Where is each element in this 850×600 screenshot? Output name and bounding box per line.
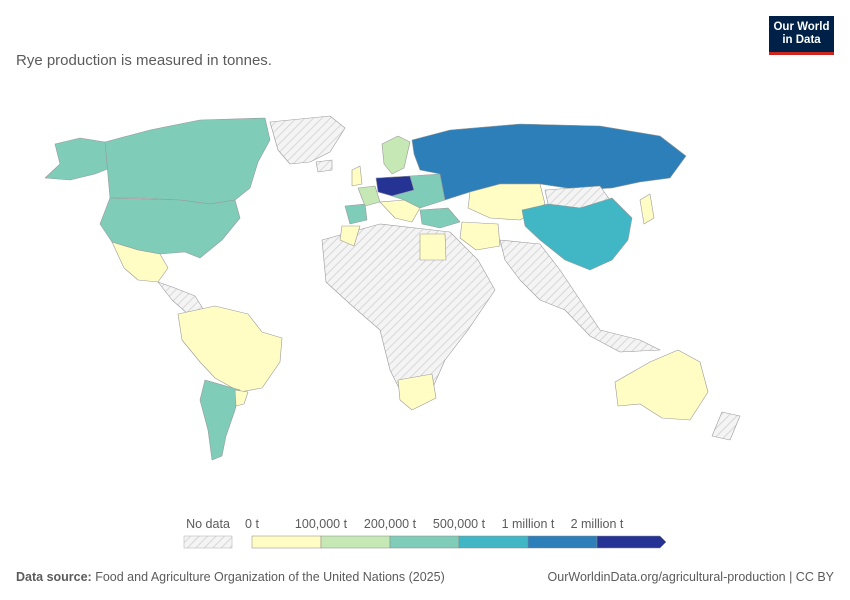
logo-line-2: in Data	[782, 34, 821, 46]
region-central-america[interactable]	[157, 281, 206, 315]
region-china[interactable]	[521, 197, 633, 271]
region-alaska[interactable]	[44, 137, 111, 181]
region-uk[interactable]	[351, 165, 363, 187]
legend-tick-3: 500,000 t	[433, 517, 486, 531]
legend-bin-0[interactable]	[251, 535, 322, 549]
data-source: Data source: Food and Agriculture Organi…	[16, 570, 445, 584]
legend: No data 0 t 100,000 t 200,000 t 500,000 …	[0, 514, 850, 554]
region-canada[interactable]	[104, 117, 271, 205]
region-spain[interactable]	[344, 203, 368, 225]
legend-bin-1[interactable]	[320, 535, 391, 549]
region-southern-europe[interactable]	[379, 199, 421, 223]
region-mexico[interactable]	[111, 241, 169, 283]
region-uruguay[interactable]	[234, 389, 249, 407]
region-japan-korea[interactable]	[639, 193, 655, 225]
subtitle: Rye production is measured in tonnes.	[16, 52, 272, 69]
region-argentina[interactable]	[199, 379, 241, 461]
region-iran[interactable]	[459, 221, 501, 251]
world-map	[0, 100, 850, 490]
region-russia[interactable]	[411, 123, 687, 201]
owid-logo[interactable]: Our World in Data	[769, 16, 834, 55]
legend-no-data-swatch[interactable]	[183, 535, 233, 549]
data-source-label: Data source:	[16, 570, 92, 584]
region-new-zealand[interactable]	[711, 411, 741, 441]
legend-no-data-label: No data	[186, 517, 230, 531]
legend-tick-0: 0 t	[245, 517, 259, 531]
region-south-america-north[interactable]	[177, 305, 283, 393]
region-australia[interactable]	[614, 349, 709, 421]
legend-tick-4: 1 million t	[502, 517, 555, 531]
region-south-africa[interactable]	[397, 373, 437, 411]
credit-link[interactable]: OurWorldinData.org/agricultural-producti…	[547, 570, 834, 584]
legend-tick-1: 100,000 t	[295, 517, 348, 531]
region-scandinavia[interactable]	[381, 135, 411, 175]
legend-tick-2: 200,000 t	[364, 517, 417, 531]
legend-bin-2[interactable]	[389, 535, 460, 549]
region-turkey[interactable]	[419, 207, 461, 229]
region-egypt[interactable]	[419, 233, 447, 261]
region-south-asia[interactable]	[499, 239, 661, 353]
region-greenland[interactable]	[269, 115, 346, 165]
legend-tick-5: 2 million t	[571, 517, 624, 531]
legend-bin-5[interactable]	[596, 535, 667, 549]
data-source-text: Food and Agriculture Organization of the…	[95, 570, 445, 584]
region-morocco[interactable]	[339, 225, 361, 247]
logo-line-1: Our World	[773, 21, 830, 33]
region-france[interactable]	[357, 185, 381, 207]
region-africa[interactable]	[321, 223, 496, 401]
legend-bin-3[interactable]	[458, 535, 529, 549]
footer: Data source: Food and Agriculture Organi…	[16, 570, 834, 584]
region-iceland[interactable]	[315, 159, 333, 173]
legend-bin-4[interactable]	[527, 535, 598, 549]
